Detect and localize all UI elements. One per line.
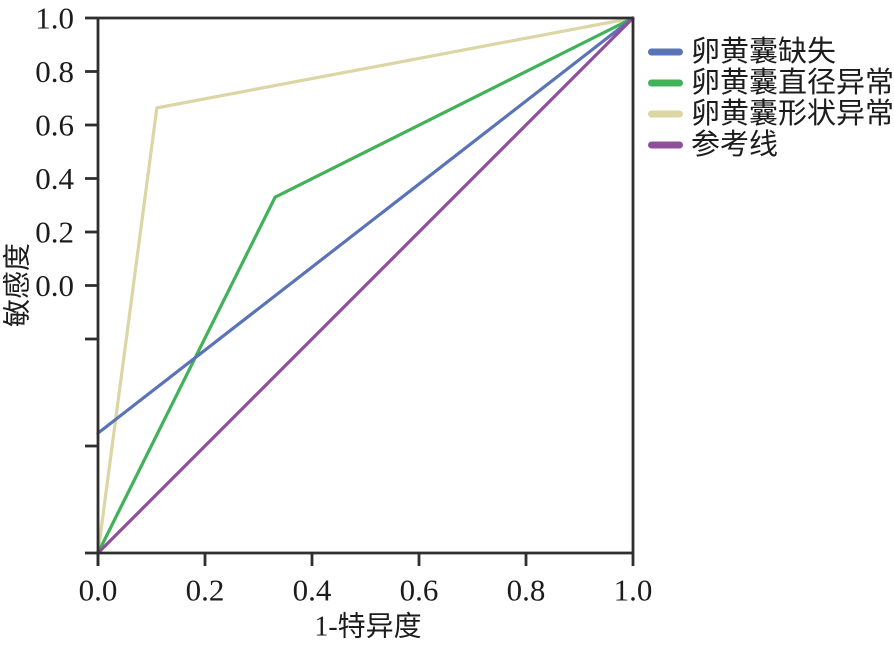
y-axis-title: 敏感度: [2, 243, 34, 327]
legend-swatch: [648, 48, 683, 56]
legend-item: 卵黄囊形状异常: [648, 97, 894, 130]
x-axis-title: 1-特异度: [314, 611, 421, 643]
y-tick-label: 0.0: [35, 268, 74, 303]
plot-box: [85, 16, 635, 566]
y-tick-label: 0.6: [35, 108, 74, 143]
series-line-2: [96, 16, 635, 555]
series-line-3: [96, 16, 635, 555]
legend-label: 卵黄囊直径异常: [691, 66, 894, 99]
x-ticks: [96, 553, 635, 566]
legend-swatch: [648, 110, 683, 118]
y-tick-label: 0.8: [35, 54, 74, 89]
y-ticks: [85, 16, 98, 448]
x-tick-label: 0.2: [186, 573, 225, 608]
y-tick-labels: 1.0 0.8 0.6 0.4 0.2 0.0: [35, 1, 74, 304]
legend-label: 卵黄囊缺失: [691, 35, 836, 68]
y-tick-label: 0.4: [35, 161, 74, 196]
series-line-1: [96, 16, 635, 555]
legend-item: 卵黄囊缺失: [648, 35, 836, 68]
legend-item: 参考线: [648, 128, 778, 161]
legend-swatch: [648, 79, 683, 87]
series-line-0: [96, 16, 635, 435]
series-lines: [96, 16, 635, 555]
legend-label: 参考线: [691, 128, 778, 161]
legend-item: 卵黄囊直径异常: [648, 66, 894, 99]
y-tick-label: 0.2: [35, 215, 74, 250]
axes: [85, 16, 635, 566]
legend-swatch: [648, 141, 683, 149]
y-tick-label: 1.0: [35, 1, 74, 36]
legend-label: 卵黄囊形状异常: [691, 97, 894, 130]
x-tick-label: 0.8: [507, 573, 546, 608]
x-tick-label: 0.0: [79, 573, 118, 608]
x-tick-labels: 0.0 0.2 0.4 0.6 0.8 1.0: [79, 573, 653, 608]
x-tick-label: 0.6: [400, 573, 439, 608]
x-tick-label: 0.4: [293, 573, 332, 608]
x-tick-label: 1.0: [614, 573, 653, 608]
